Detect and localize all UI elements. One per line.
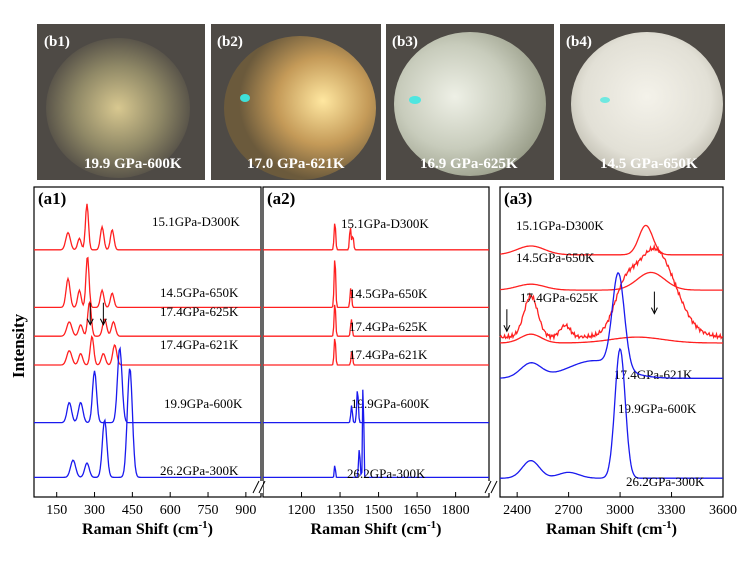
series-line <box>263 223 489 251</box>
sample-disc <box>571 32 723 176</box>
series-line <box>263 389 489 479</box>
x-tick-label: 1500 <box>365 503 393 518</box>
blue-spot <box>600 97 610 103</box>
plot-frame <box>499 186 724 498</box>
series-line <box>500 347 723 479</box>
series-label: 19.9GPa-600K <box>618 401 697 416</box>
series-line <box>34 334 261 366</box>
axis-break <box>258 480 266 494</box>
x-tick-label: 2400 <box>503 503 531 518</box>
x-tick-label: 1350 <box>326 503 354 518</box>
series-label: 15.1GPa-D300K <box>516 218 604 233</box>
series-line <box>500 333 723 344</box>
blue-spot <box>409 96 421 104</box>
chart-panel-a3: (a3) 15.1GPa-D300K 14.5GPa-650K 17.4GPa-625… <box>499 186 737 538</box>
x-tick-label: 1650 <box>403 503 431 518</box>
x-axis-label: Raman Shift (cm-1) <box>82 519 213 538</box>
x-tick-label: 900 <box>235 503 256 518</box>
panel-label: (a3) <box>504 189 532 208</box>
series-line <box>263 260 489 309</box>
series-label: 19.9GPa-600K <box>351 396 430 411</box>
series-line <box>34 203 261 251</box>
axis-break-mask <box>255 481 263 493</box>
series-label: 26.2GPa-300K <box>626 474 705 489</box>
series-label: 17.4GPa-625K <box>349 319 428 334</box>
series-line <box>499 271 723 291</box>
photo-b2: (b2) 17.0 GPa-621K <box>211 24 381 180</box>
series-line <box>263 304 489 337</box>
x-axis-label: Raman Shift (cm-1) <box>546 519 677 538</box>
series-label: 17.4GPa-621K <box>349 347 428 362</box>
chart-panel-a2: (a2) 15.1GPa-D300K 14.5GPa-650K 17.4GPa-625… <box>262 186 490 538</box>
x-tick-label: 3000 <box>606 503 634 518</box>
blue-spot <box>240 94 250 102</box>
panel-label: (a1) <box>38 189 66 208</box>
x-tick-label: 1200 <box>288 503 316 518</box>
series-label: 15.1GPa-D300K <box>152 214 240 229</box>
photo-label: (b3) <box>392 34 418 50</box>
series-line <box>499 271 723 379</box>
photo-label: (b2) <box>217 34 243 50</box>
x-tick-label: 3300 <box>658 503 686 518</box>
plot-frame <box>262 186 490 498</box>
x-tick-label: 450 <box>122 503 143 518</box>
sample-disc <box>46 38 190 178</box>
photo-caption: 17.0 GPa-621K <box>247 156 345 172</box>
axis-break-mask <box>487 481 495 493</box>
photo-b4: (b4) 14.5 GPa-650K <box>560 24 725 180</box>
series-label: 17.4GPa-625K <box>520 290 599 305</box>
x-tick-label: 2700 <box>555 503 583 518</box>
x-tick-label: 150 <box>46 503 67 518</box>
series-line <box>34 300 261 337</box>
series-line <box>34 256 261 309</box>
series-label: 14.5GPa-650K <box>349 286 428 301</box>
axis-break <box>252 480 260 494</box>
photo-caption: 19.9 GPa-600K <box>84 156 182 172</box>
series-label: 15.1GPa-D300K <box>341 216 429 231</box>
x-tick-label: 3600 <box>709 503 737 518</box>
series-line <box>499 224 723 256</box>
series-line <box>34 346 261 424</box>
panel-label: (a2) <box>267 189 295 208</box>
series-line <box>263 338 489 366</box>
series-line <box>263 391 489 424</box>
arrow-head <box>503 325 511 333</box>
arrow-head <box>650 307 658 315</box>
series-label: 17.4GPa-621K <box>160 337 239 352</box>
series-label: 14.5GPa-650K <box>516 250 595 265</box>
series-label: 17.4GPa-625K <box>160 304 239 319</box>
series-label: 17.4GPa-621K <box>614 367 693 382</box>
x-tick-label: 750 <box>198 503 219 518</box>
series-label: 14.5GPa-650K <box>160 285 239 300</box>
axis-break <box>484 480 492 494</box>
photo-label: (b4) <box>566 34 592 50</box>
series-line <box>34 368 261 479</box>
arrow-head <box>99 318 107 326</box>
x-axis-label: Raman Shift (cm-1) <box>311 519 442 538</box>
x-tick-label: 1800 <box>442 503 470 518</box>
axis-break <box>490 480 498 494</box>
y-axis-label: Intensity <box>9 313 28 378</box>
series-label: 19.9GPa-600K <box>164 396 243 411</box>
photo-caption: 16.9 GPa-625K <box>420 156 518 172</box>
series-label: 26.2GPa-300K <box>160 463 239 478</box>
arrow-head <box>86 318 94 326</box>
x-tick-label: 300 <box>84 503 105 518</box>
photo-label: (b1) <box>44 34 70 50</box>
series-label: 26.2GPa-300K <box>347 466 426 481</box>
photo-b3: (b3) 16.9 GPa-625K <box>386 24 554 180</box>
chart-panel-a1: (a1) 15.1GPa-D300K 14.5GPa-650K 17.4GPa-625… <box>33 186 262 538</box>
x-tick-label: 600 <box>160 503 181 518</box>
photo-b1: (b1) 19.9 GPa-600K <box>37 24 205 180</box>
sample-disc <box>224 36 376 180</box>
sample-disc <box>394 32 546 176</box>
photo-caption: 14.5 GPa-650K <box>600 156 698 172</box>
plot-frame <box>33 186 262 498</box>
